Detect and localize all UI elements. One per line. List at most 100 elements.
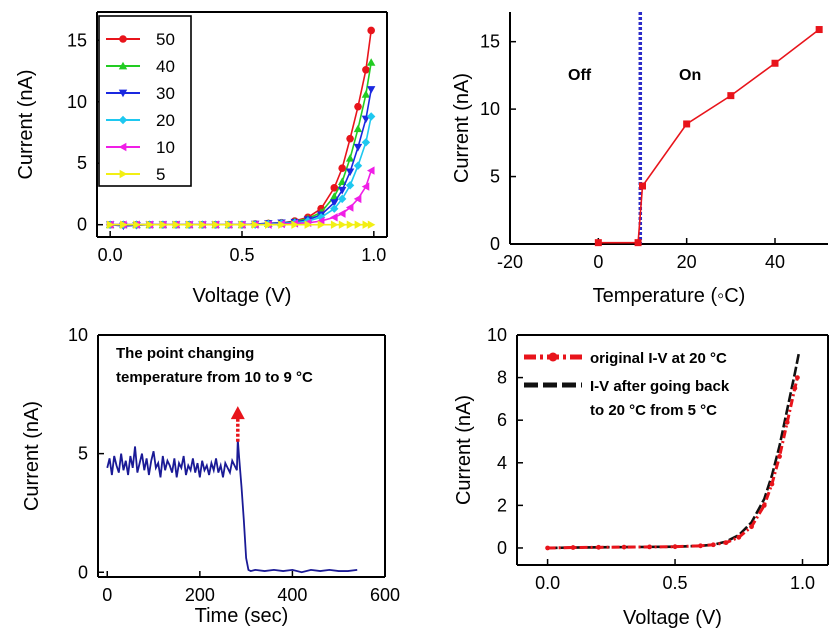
legend-swatch-original-marker bbox=[548, 352, 558, 362]
x-tick-label: 0 bbox=[593, 252, 603, 272]
x-tick-label: 0.0 bbox=[98, 245, 123, 265]
y-tick-label: 10 bbox=[67, 92, 87, 112]
y-tick-label: 10 bbox=[480, 99, 500, 119]
series-50-point bbox=[346, 134, 354, 143]
series-original-point bbox=[749, 524, 754, 530]
series-5-point bbox=[199, 220, 207, 229]
series-30-point bbox=[330, 199, 339, 207]
y-axis-label: Current (nA) bbox=[451, 73, 473, 183]
x-tick-label: 1.0 bbox=[790, 573, 815, 593]
series-30-point bbox=[337, 186, 347, 195]
series-5-point bbox=[346, 220, 355, 229]
legend: original I-V at 20 °C I-V after going bac… bbox=[524, 350, 730, 419]
series-5-point bbox=[304, 220, 313, 229]
series-5-point bbox=[367, 220, 376, 229]
legend-box bbox=[98, 15, 192, 187]
y-tick-label: 6 bbox=[497, 410, 507, 430]
annotation-arrow-head bbox=[230, 406, 245, 420]
series-10-point bbox=[361, 182, 370, 191]
y-tick-label: 15 bbox=[480, 32, 500, 52]
legend-swatch-marker bbox=[118, 115, 128, 125]
x-axis-label: Voltage (V) bbox=[193, 285, 292, 307]
series-5-point bbox=[330, 220, 339, 229]
y-axis-label: Current (nA) bbox=[15, 69, 37, 179]
series-5-point bbox=[133, 220, 141, 229]
series-5-point bbox=[238, 220, 247, 229]
series-5-point bbox=[146, 220, 154, 229]
series-line bbox=[598, 28, 820, 244]
legend-swatch-marker bbox=[119, 35, 127, 43]
x-axis-label: Temperature (◦C) bbox=[593, 285, 746, 307]
x-axis-label: Time (sec) bbox=[195, 605, 289, 627]
y-tick-label: 5 bbox=[77, 153, 87, 173]
series-40-point bbox=[337, 177, 347, 186]
series-original-point bbox=[792, 385, 798, 391]
y-tick-label: 0 bbox=[78, 562, 88, 582]
legend-label-after-line-2: to 20 °C from 5 °C bbox=[590, 402, 717, 419]
y-tick-label: 2 bbox=[497, 495, 507, 515]
series-5-point bbox=[291, 220, 299, 229]
legend-swatch-marker bbox=[118, 61, 128, 70]
series-40-point bbox=[345, 154, 355, 162]
x-tick-label: 0 bbox=[102, 585, 112, 605]
series-5-point bbox=[212, 220, 220, 229]
y-tick-label: 8 bbox=[497, 368, 507, 388]
y-tick-label: 0 bbox=[497, 538, 507, 558]
series-5-point bbox=[225, 220, 234, 229]
series-original-point bbox=[570, 545, 576, 550]
series-10-point bbox=[316, 216, 325, 226]
series-20-point bbox=[353, 161, 363, 170]
series-20-point bbox=[330, 204, 339, 213]
x-tick-label: 20 bbox=[677, 252, 697, 272]
series-50-point bbox=[362, 65, 370, 74]
series-5-point bbox=[338, 220, 347, 229]
series-original-point bbox=[596, 544, 601, 550]
x-axis-label: Voltage (V) bbox=[623, 607, 722, 629]
series-5-point bbox=[278, 220, 286, 229]
series-50-point bbox=[338, 164, 346, 172]
panel-c-time-current-chart: 0 200 400 600 0 5 10 Time (sec) Current (nA) The … bbox=[21, 325, 400, 627]
series-40-point bbox=[366, 58, 376, 66]
legend-swatch-marker bbox=[118, 89, 128, 98]
series-point bbox=[727, 92, 735, 100]
series-point bbox=[634, 239, 642, 247]
series-30-point bbox=[353, 143, 363, 152]
x-tick-label: 600 bbox=[370, 585, 400, 605]
series-10-point bbox=[353, 194, 362, 204]
region-label-off: Off bbox=[568, 67, 592, 84]
series-5-point bbox=[106, 220, 115, 229]
legend-label: 40 bbox=[156, 57, 175, 76]
series-original-point bbox=[710, 542, 716, 548]
annotation-line-2: temperature from 10 to 9 °C bbox=[116, 369, 313, 386]
series-5-point bbox=[172, 220, 181, 229]
legend-label: 50 bbox=[156, 30, 175, 49]
series-10-point bbox=[337, 209, 346, 218]
series-original-point bbox=[698, 543, 703, 549]
series-point bbox=[594, 239, 602, 247]
series-10-point bbox=[345, 203, 354, 212]
series-original-point bbox=[784, 419, 790, 425]
series-5-point bbox=[159, 220, 168, 229]
y-axis-label: Current (nA) bbox=[21, 401, 43, 511]
series-original-point bbox=[761, 502, 767, 508]
y-tick-label: 4 bbox=[497, 453, 507, 473]
legend-label: 5 bbox=[156, 165, 165, 184]
x-tick-label: 1.0 bbox=[361, 245, 386, 265]
panel-d-iv-comparison-chart: 0.0 0.5 1.0 0 2 4 6 8 10 Voltage (V) Current (nA) o… bbox=[453, 325, 829, 629]
legend-swatch-marker bbox=[118, 142, 127, 152]
annotation-line-1: The point changing bbox=[116, 345, 254, 362]
x-tick-label: 0.5 bbox=[663, 573, 688, 593]
series-5-point bbox=[265, 220, 273, 229]
y-tick-label: 5 bbox=[78, 444, 88, 464]
series-5-point bbox=[354, 220, 363, 229]
y-tick-label: 0 bbox=[77, 215, 87, 235]
series-40-point bbox=[361, 90, 371, 98]
series-original-point bbox=[795, 375, 800, 380]
series-20-point bbox=[345, 181, 355, 190]
series-5-point bbox=[251, 220, 260, 229]
legend: 50 40 30 20 10 5 bbox=[98, 15, 192, 187]
series-original-point bbox=[647, 544, 652, 550]
region-label-on: On bbox=[679, 67, 701, 84]
